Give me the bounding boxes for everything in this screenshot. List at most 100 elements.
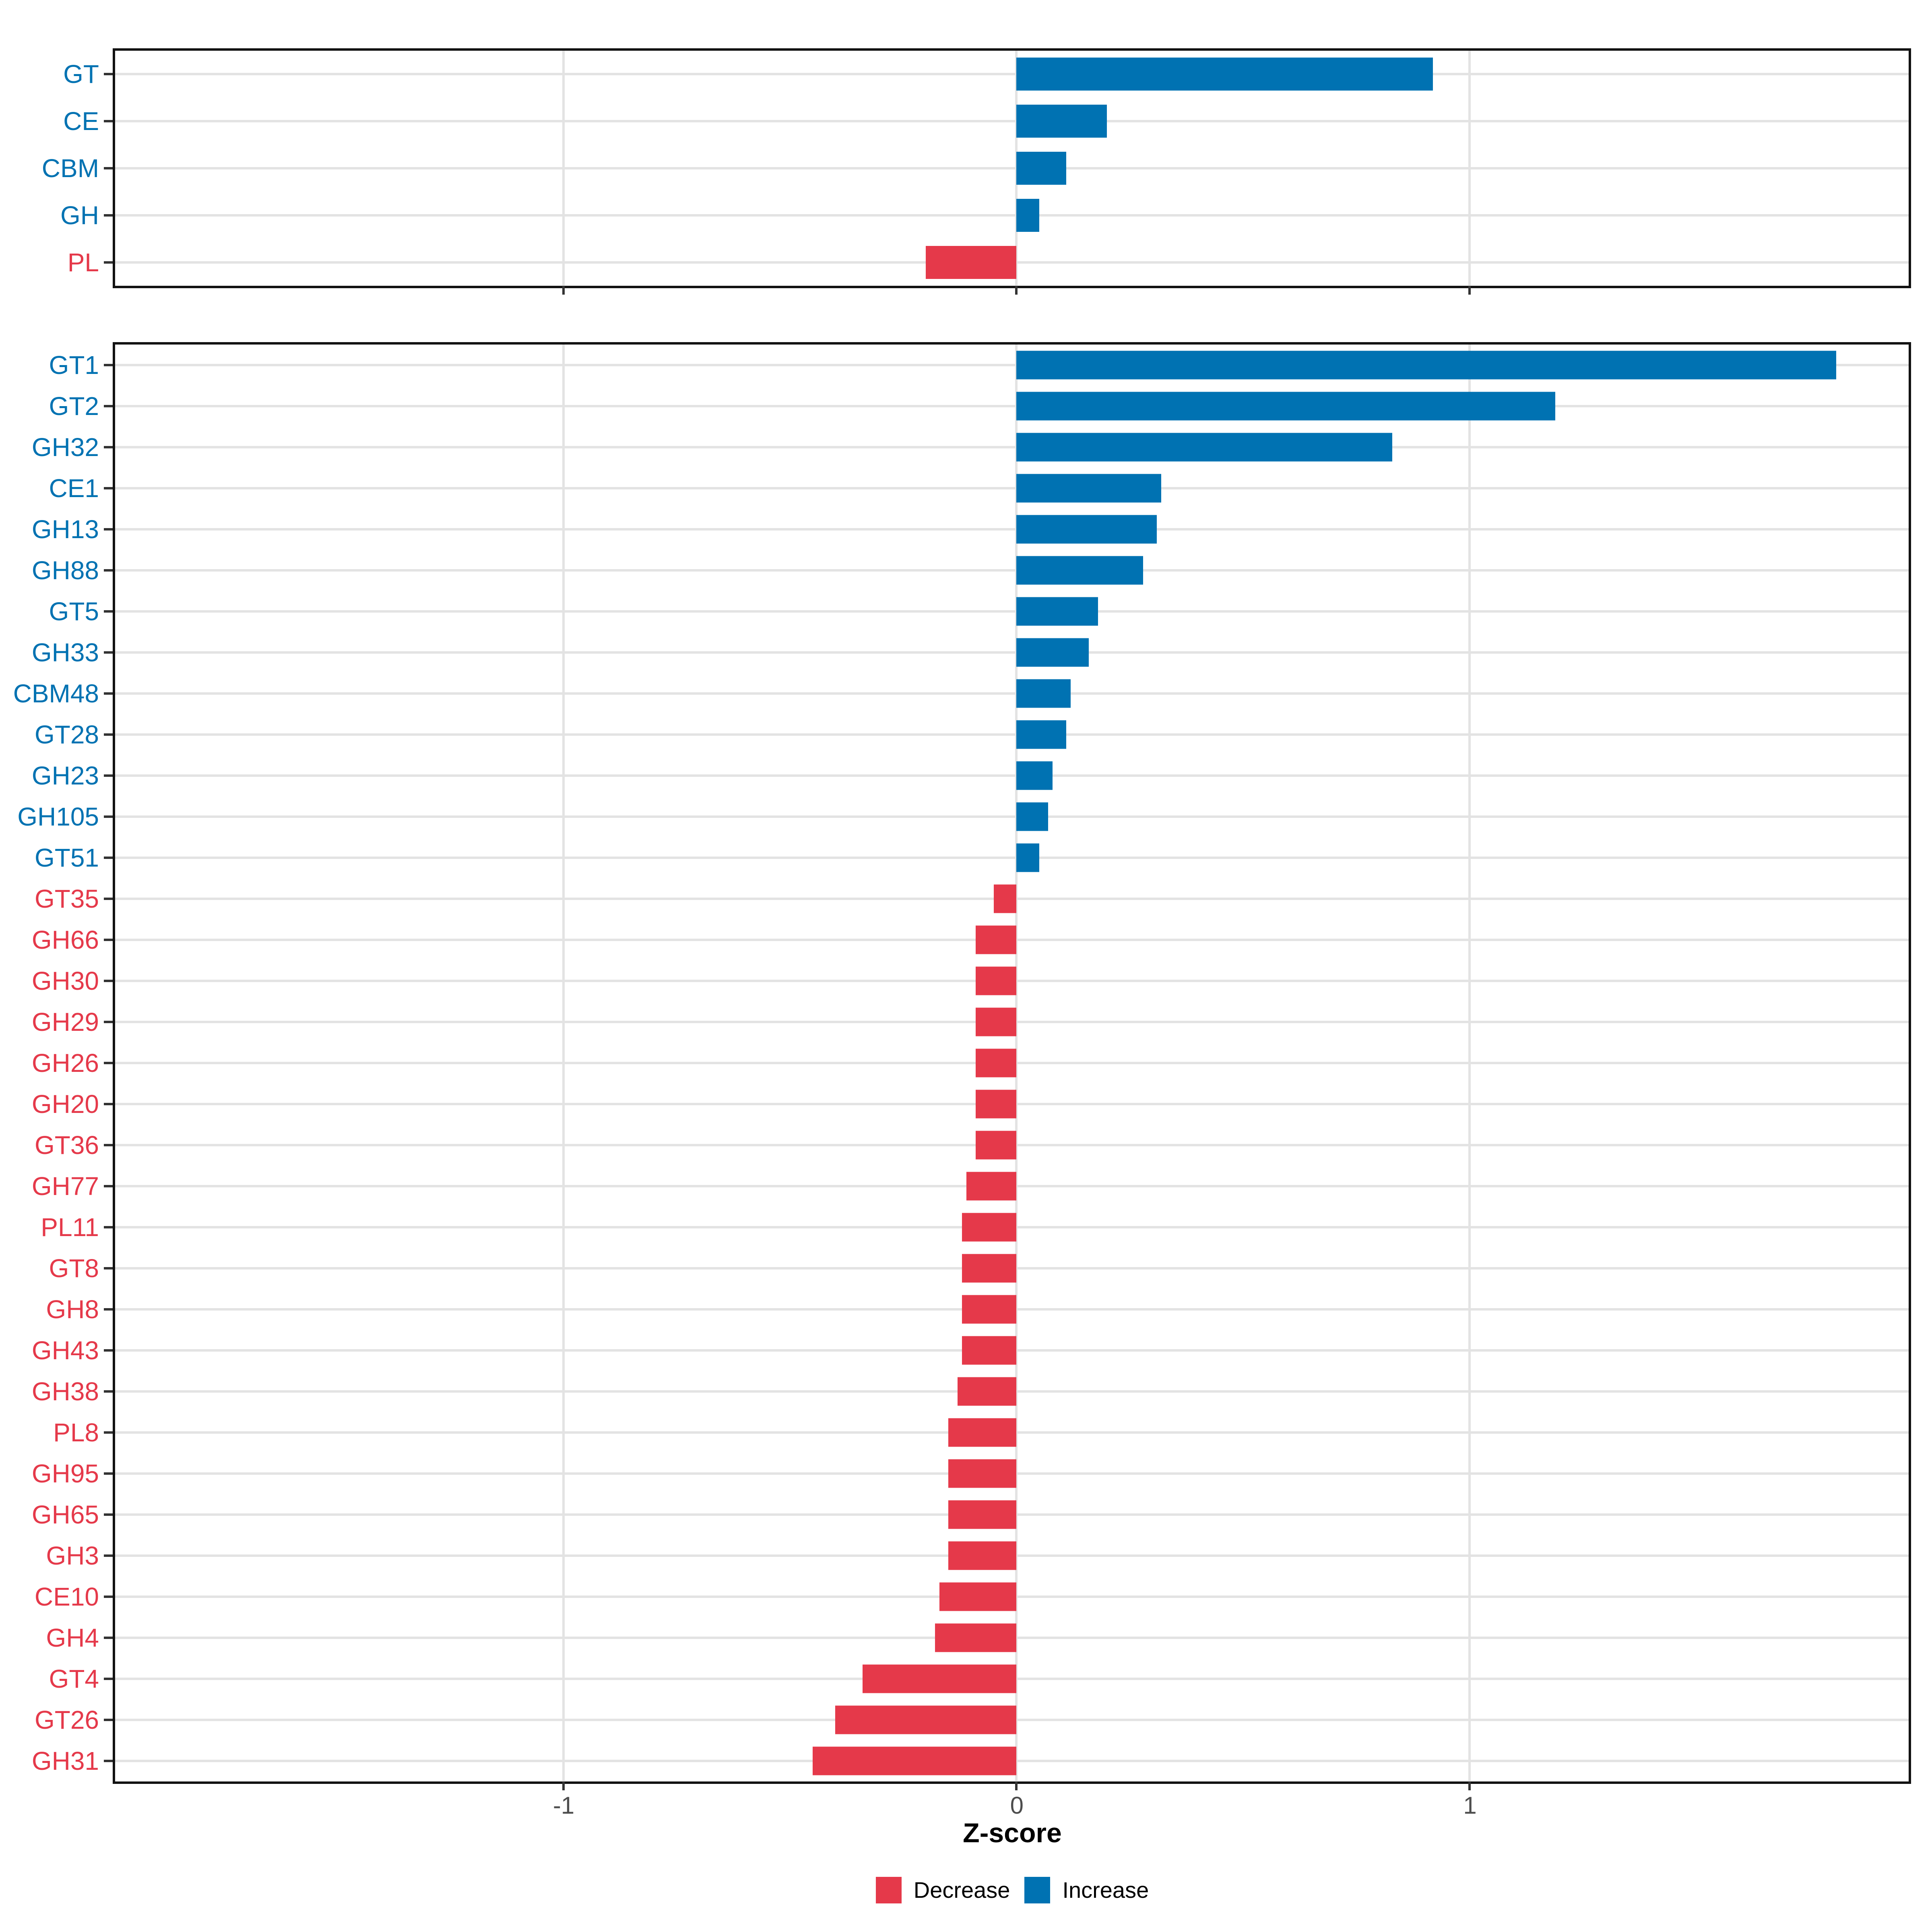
y-axis-label-CBM48: CBM48 (13, 679, 99, 708)
row-GH77: GH77 (32, 1166, 1909, 1207)
grid-line-row (115, 73, 1909, 76)
grid-line-row (115, 774, 1909, 777)
y-tick-CBM (104, 167, 113, 169)
grid-line-row (115, 528, 1909, 530)
y-axis-label-GT35: GT35 (34, 884, 99, 913)
bar-CBM (1016, 151, 1067, 185)
y-tick-GH65 (104, 1513, 113, 1516)
grid-line-row (115, 487, 1909, 489)
y-tick-GT5 (104, 610, 113, 613)
y-tick-GT8 (104, 1267, 113, 1269)
y-axis-label-GH66: GH66 (31, 925, 99, 954)
x-tick-1 (1468, 1781, 1471, 1790)
row-GH13: GH13 (32, 509, 1909, 550)
y-axis-label-GH88: GH88 (31, 556, 99, 585)
y-axis-label-GH30: GH30 (31, 966, 99, 995)
grid-line-row (115, 120, 1909, 123)
y-tick-GH29 (104, 1021, 113, 1023)
x-tick-0 (1015, 286, 1018, 295)
y-tick-GH66 (104, 939, 113, 941)
y-axis-label-GH4: GH4 (46, 1623, 99, 1652)
bar-GH26 (975, 1049, 1017, 1077)
grid-line-row (115, 815, 1909, 818)
y-axis-label-GT2: GT2 (49, 392, 99, 421)
panel-cazyme-classes: GT CE CBM GH PL (42, 48, 1911, 295)
y-axis-label-GT8: GT8 (49, 1254, 99, 1283)
y-tick-GH20 (104, 1103, 113, 1105)
y-tick-GT4 (104, 1678, 113, 1680)
bar-GH30 (975, 966, 1017, 995)
bar-GH43 (962, 1336, 1017, 1365)
row-GH66: GH66 (32, 919, 1909, 960)
bar-GT5 (1016, 597, 1098, 626)
y-axis-label-GH31: GH31 (31, 1746, 99, 1775)
y-axis-label-GT36: GT36 (34, 1131, 99, 1160)
row-CE10: CE10 (35, 1576, 1909, 1617)
y-tick-GH23 (104, 774, 113, 777)
grid-line-row (115, 214, 1909, 217)
y-tick-CE10 (104, 1596, 113, 1598)
row-GH88: GH88 (32, 550, 1909, 591)
rows-0: GT CE CBM GH PL (42, 51, 1909, 286)
y-axis-label-GH: GH (60, 200, 99, 230)
bar-PL8 (948, 1418, 1017, 1447)
x-axis: -1 0 1 (115, 1784, 1909, 1832)
x-axis-title: Z-score (963, 1818, 1062, 1848)
y-tick-GH38 (104, 1390, 113, 1393)
y-axis-label-GH77: GH77 (31, 1172, 99, 1201)
y-tick-GH8 (104, 1308, 113, 1311)
y-tick-PL8 (104, 1431, 113, 1434)
bar-GH29 (975, 1007, 1017, 1036)
bar-GH3 (948, 1541, 1017, 1570)
legend: Decrease Increase (115, 1874, 1909, 1906)
bar-GT1 (1016, 351, 1836, 380)
grid-line-row (115, 857, 1909, 859)
bar-GH32 (1016, 433, 1393, 462)
bar-GH66 (975, 925, 1017, 954)
y-axis-label-GH95: GH95 (31, 1459, 99, 1488)
row-GT1: GT1 (49, 345, 1909, 386)
row-GH4: GH4 (46, 1617, 1909, 1658)
x-tick-0 (1015, 1781, 1018, 1790)
x-tick-label-1: 1 (1463, 1792, 1477, 1819)
bar-CBM48 (1016, 679, 1071, 708)
row-PL8: PL8 (53, 1412, 1909, 1453)
y-tick-GH77 (104, 1185, 113, 1187)
y-tick-GH43 (104, 1349, 113, 1352)
row-GH31: GH31 (32, 1740, 1909, 1781)
row-GT: GT (63, 51, 1909, 98)
y-axis-label-CE10: CE10 (34, 1582, 99, 1611)
bar-CE10 (939, 1582, 1017, 1611)
row-PL: PL (68, 239, 1909, 286)
row-GT28: GT28 (35, 714, 1909, 755)
y-axis-label-GH20: GH20 (31, 1090, 99, 1119)
bar-GH13 (1016, 515, 1157, 544)
bar-GH20 (975, 1090, 1017, 1119)
x-tick--1 (562, 286, 565, 295)
y-axis-label-GT28: GT28 (34, 720, 99, 749)
bar-GH8 (962, 1295, 1017, 1324)
row-GT36: GT36 (35, 1125, 1909, 1166)
bar-PL (926, 246, 1017, 279)
bar-GH88 (1016, 556, 1144, 585)
y-tick-CE1 (104, 487, 113, 489)
bar-GT8 (962, 1254, 1017, 1283)
y-tick-GH26 (104, 1062, 113, 1064)
y-axis-label-GH33: GH33 (31, 638, 99, 667)
legend-label-decrease: Decrease (913, 1877, 1010, 1903)
y-tick-GH3 (104, 1554, 113, 1557)
increase-swatch-icon (1024, 1877, 1051, 1903)
row-CBM: CBM (42, 145, 1909, 192)
y-axis-label-PL11: PL11 (41, 1213, 99, 1242)
y-axis-label-GH8: GH8 (46, 1295, 99, 1324)
y-tick-GH31 (104, 1760, 113, 1762)
row-GT26: GT26 (35, 1699, 1909, 1740)
y-axis-label-GT4: GT4 (49, 1664, 99, 1693)
y-tick-GT36 (104, 1144, 113, 1146)
y-axis-label-GH29: GH29 (31, 1007, 99, 1036)
row-GT2: GT2 (49, 386, 1909, 427)
x-axis-title-wrap: Z-score (115, 1819, 1909, 1847)
y-axis-label-GT51: GT51 (34, 843, 99, 872)
bar-GH (1016, 198, 1039, 232)
